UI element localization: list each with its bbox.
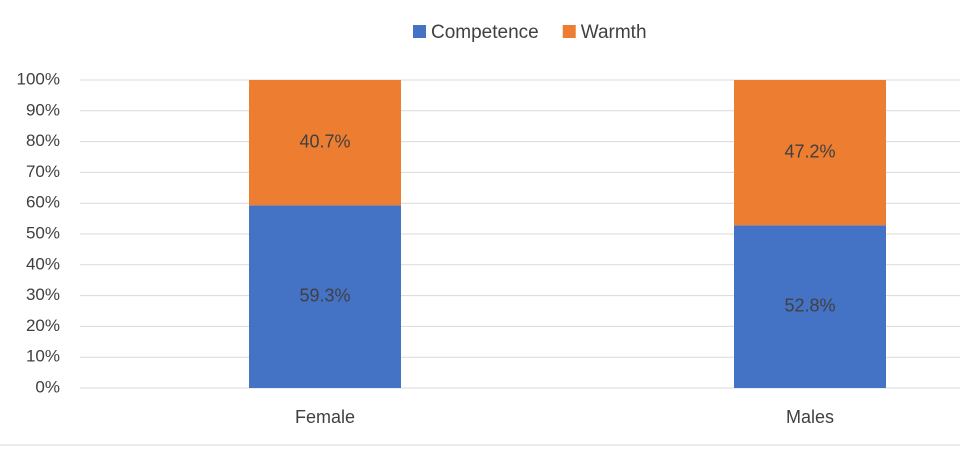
data-label: 59.3% xyxy=(299,285,350,305)
bar-segment xyxy=(734,225,886,388)
y-tick-label: 60% xyxy=(26,193,60,212)
y-tick-label: 70% xyxy=(26,162,60,181)
y-tick-label: 30% xyxy=(26,285,60,304)
y-tick-label: 100% xyxy=(17,69,60,88)
x-tick-label: Female xyxy=(295,407,355,427)
legend-swatch xyxy=(413,25,426,38)
y-tick-label: 20% xyxy=(26,316,60,335)
y-tick-label: 80% xyxy=(26,131,60,150)
legend-swatch xyxy=(562,25,576,38)
y-tick-label: 0% xyxy=(35,377,60,396)
data-label: 47.2% xyxy=(784,141,835,161)
y-tick-label: 10% xyxy=(26,347,60,366)
y-tick-label: 90% xyxy=(26,100,60,119)
data-label: 40.7% xyxy=(299,131,350,151)
bar-segment xyxy=(734,80,886,226)
bar-segment xyxy=(249,205,401,388)
data-label: 52.8% xyxy=(784,295,835,315)
legend-label: Competence xyxy=(431,22,539,43)
legend-label: Warmth xyxy=(581,22,647,43)
bar-segment xyxy=(249,80,401,206)
x-tick-label: Males xyxy=(786,407,834,427)
y-tick-label: 50% xyxy=(26,223,60,242)
y-tick-label: 40% xyxy=(26,254,60,273)
